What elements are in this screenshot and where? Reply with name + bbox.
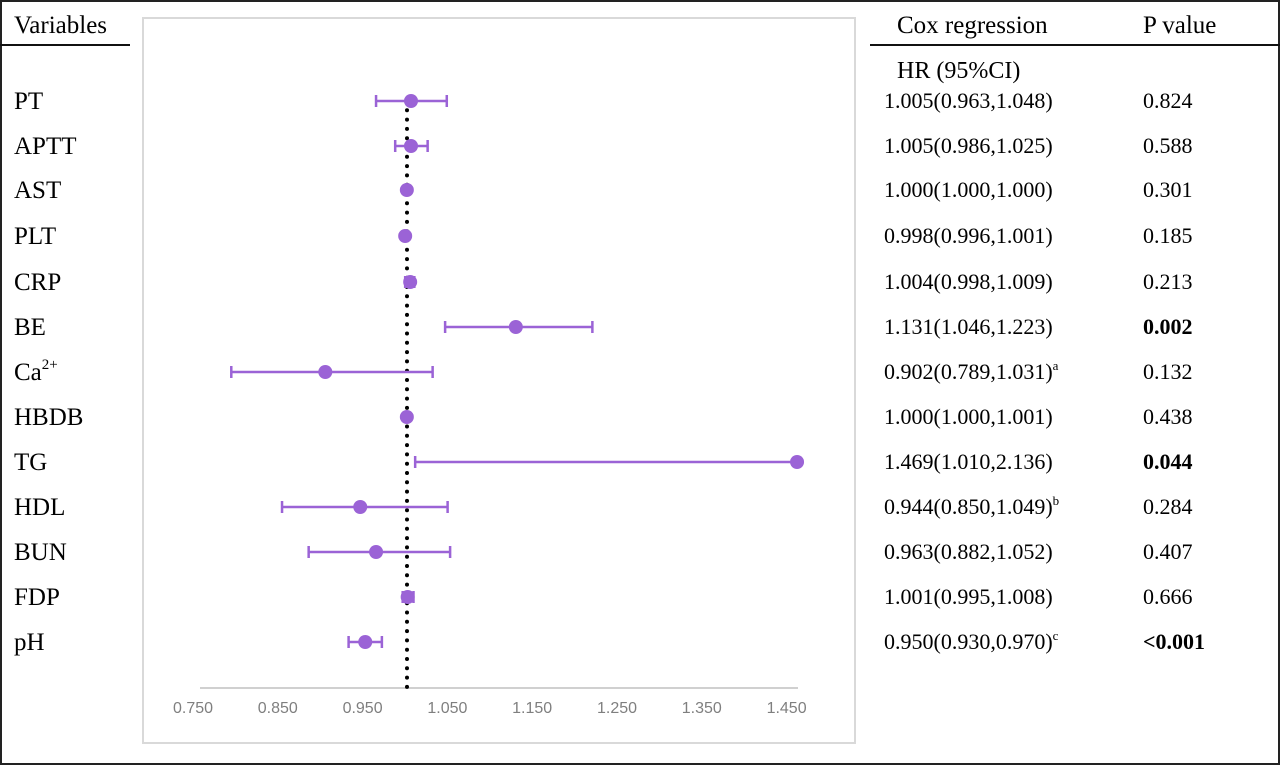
ci-marker — [399, 183, 414, 197]
p-value: 0.284 — [1143, 494, 1193, 519]
p-value: 0.824 — [1143, 88, 1193, 113]
hr-point — [369, 545, 384, 559]
ci-marker — [347, 635, 384, 649]
variable-label: PT — [14, 88, 44, 115]
hr-point — [353, 500, 368, 514]
hr-point — [358, 635, 373, 649]
variable-label: TG — [14, 449, 48, 476]
hr-ci-value: 1.000(1.000,1.001) — [884, 404, 1053, 429]
p-value: 0.407 — [1143, 539, 1193, 564]
variable-label: HDL — [14, 494, 66, 521]
hr-ci-value: 0.998(0.996,1.001) — [884, 223, 1053, 248]
x-tick-label: 0.750 — [172, 700, 214, 717]
hr-ci-value: 1.131(1.046,1.223) — [884, 314, 1053, 339]
hr-point — [399, 410, 414, 424]
hr-point — [404, 94, 418, 108]
variable-label: FDP — [14, 584, 60, 611]
ci-marker — [443, 320, 594, 334]
variable-label: PLT — [14, 223, 57, 250]
ci-marker — [399, 410, 414, 424]
variable-label: AST — [14, 177, 62, 204]
ci-marker — [413, 455, 805, 469]
ci-marker — [374, 94, 449, 108]
x-tick-label: 1.250 — [596, 700, 638, 717]
ci-marker — [280, 500, 449, 514]
hr-point — [404, 139, 418, 153]
x-tick-label: 1.450 — [766, 700, 807, 717]
hr-ci-value: 1.000(1.000,1.000) — [884, 177, 1053, 202]
hr-point — [400, 590, 415, 604]
header-cox-regression: Cox regression — [897, 12, 1048, 39]
hr-point — [399, 183, 414, 197]
hr-ci-value: 1.005(0.986,1.025) — [884, 133, 1053, 158]
x-tick-label: 1.050 — [427, 700, 468, 717]
hr-point — [790, 455, 805, 469]
hr-ci-value: 1.004(0.998,1.009) — [884, 269, 1053, 294]
variable-label: BE — [14, 314, 46, 341]
p-value: 0.213 — [1143, 269, 1193, 294]
hr-point — [318, 365, 333, 379]
variable-label: pH — [14, 629, 45, 656]
variable-label: CRP — [14, 269, 62, 296]
p-value: 0.132 — [1143, 359, 1193, 384]
hr-ci-value: 0.902(0.789,1.031)a — [884, 358, 1059, 384]
hr-point — [398, 229, 413, 243]
ci-marker — [403, 275, 418, 289]
hr-ci-value: 1.001(0.995,1.008) — [884, 584, 1053, 609]
variable-label: HBDB — [14, 404, 84, 431]
p-value: 0.301 — [1143, 177, 1193, 202]
p-value: 0.438 — [1143, 404, 1193, 429]
hr-point — [403, 275, 418, 289]
p-value: 0.044 — [1143, 449, 1193, 474]
variable-label: BUN — [14, 539, 67, 566]
hr-point — [508, 320, 523, 334]
hr-ci-value: 0.963(0.882,1.052) — [884, 539, 1053, 564]
x-tick-label: 1.350 — [681, 700, 722, 717]
variable-label: Ca2+ — [14, 357, 58, 386]
x-tick-label: 0.950 — [342, 700, 383, 717]
variable-label: APTT — [14, 133, 77, 160]
hr-ci-value: 0.950(0.930,0.970)c — [884, 628, 1059, 654]
forest-plot-panel — [142, 17, 856, 744]
p-value: 0.666 — [1143, 584, 1193, 609]
p-value: <0.001 — [1143, 629, 1206, 654]
hr-ci-value: 1.005(0.963,1.048) — [884, 88, 1053, 113]
header-rule-right — [870, 44, 1280, 46]
ci-marker — [307, 545, 452, 559]
header-hr-ci: HR (95%CI) — [897, 58, 1021, 84]
ci-marker — [400, 590, 415, 604]
x-tick-label: 1.150 — [512, 700, 553, 717]
ci-marker — [393, 139, 429, 153]
hr-ci-value: 1.469(1.010,2.136) — [884, 449, 1053, 474]
header-p-value: P value — [1143, 12, 1217, 39]
hr-ci-value: 0.944(0.850,1.049)b — [884, 493, 1060, 519]
p-value: 0.185 — [1143, 223, 1193, 248]
header-rule-left — [0, 44, 130, 46]
p-value: 0.588 — [1143, 133, 1193, 158]
header-variables: Variables — [14, 12, 108, 39]
p-value: 0.002 — [1143, 314, 1193, 339]
x-tick-label: 0.850 — [257, 700, 298, 717]
ci-marker — [230, 365, 434, 379]
ci-marker — [398, 229, 413, 243]
